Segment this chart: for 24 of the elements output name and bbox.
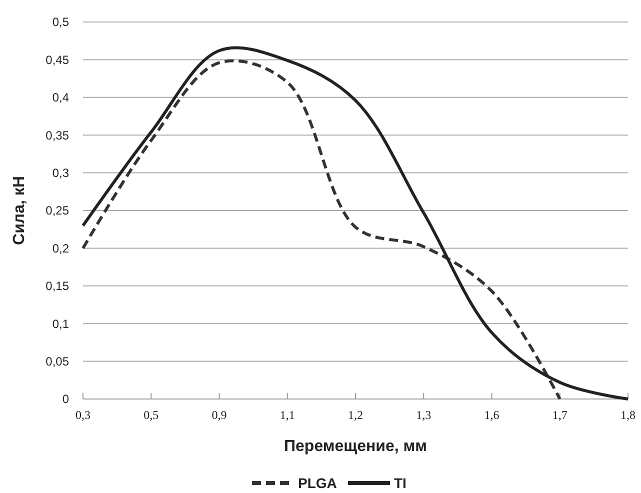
- y-tick-label: 0,45: [46, 52, 70, 67]
- y-axis-title: Сила, кН: [11, 176, 28, 245]
- x-tick-label: 0,3: [76, 408, 90, 422]
- y-tick-label: 0,1: [52, 316, 70, 331]
- legend-label: TI: [394, 474, 406, 491]
- x-tick-label: 1,1: [280, 408, 295, 422]
- y-tick-label: 0,5: [52, 15, 70, 30]
- y-tick-label: 0,3: [52, 166, 70, 180]
- x-axis-title: Перемещение, мм: [284, 438, 427, 455]
- x-tick-label: 1,8: [620, 408, 636, 422]
- y-tick-label: 0,2: [52, 241, 70, 256]
- x-tick-label: 1,7: [552, 408, 568, 422]
- y-tick-label: 0,35: [46, 128, 70, 142]
- y-tick-label: 0,05: [46, 354, 70, 368]
- y-tick-label: 0,4: [52, 90, 70, 105]
- y-tick-label: 0: [62, 392, 70, 406]
- x-tick-label: 0,5: [144, 408, 159, 422]
- legend-label: PLGA: [298, 474, 337, 491]
- x-tick-label: 1,2: [348, 408, 363, 422]
- x-tick-label: 1,3: [416, 408, 432, 422]
- y-tick-label: 0,25: [46, 204, 70, 218]
- y-tick-label: 0,15: [46, 279, 70, 294]
- x-tick-label: 0,9: [212, 408, 227, 422]
- x-tick-label: 1,6: [484, 408, 500, 422]
